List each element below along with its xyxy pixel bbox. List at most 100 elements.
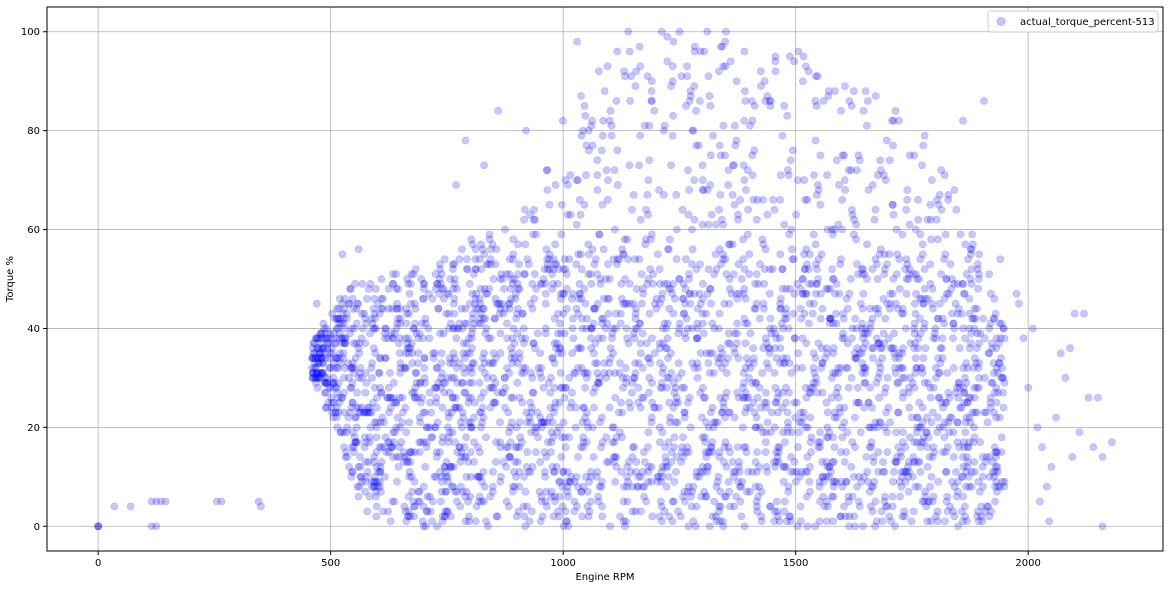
data-point — [511, 294, 520, 303]
data-point — [828, 230, 837, 239]
data-point — [636, 215, 645, 224]
data-point — [853, 383, 862, 392]
data-point — [593, 186, 602, 194]
data-point — [770, 423, 779, 432]
data-point — [469, 270, 478, 278]
data-point — [842, 294, 851, 303]
data-point — [958, 472, 966, 481]
data-point — [692, 467, 701, 476]
data-point — [781, 309, 790, 318]
data-point — [540, 448, 549, 456]
data-point — [711, 512, 720, 521]
data-point — [388, 443, 397, 451]
data-point — [505, 453, 514, 461]
data-point — [664, 354, 672, 362]
data-point — [575, 195, 584, 204]
data-point — [821, 354, 829, 362]
data-point — [682, 314, 691, 323]
data-point — [721, 492, 730, 501]
data-point — [752, 215, 761, 224]
data-point — [949, 319, 958, 328]
data-point — [685, 275, 693, 283]
data-point — [901, 477, 910, 486]
data-point — [419, 294, 428, 303]
data-point — [983, 418, 992, 427]
data-point — [688, 126, 697, 135]
data-point — [998, 477, 1007, 486]
data-point — [622, 299, 631, 308]
data-point — [396, 304, 405, 313]
data-point — [577, 487, 586, 496]
data-point — [590, 304, 599, 313]
data-point — [650, 299, 659, 308]
data-point — [529, 339, 538, 348]
data-point — [352, 319, 361, 328]
data-point — [630, 443, 638, 451]
data-point — [771, 383, 780, 392]
data-point — [443, 507, 452, 516]
data-point — [916, 467, 925, 476]
data-point — [840, 458, 849, 466]
data-point — [327, 344, 336, 353]
data-point — [308, 354, 317, 362]
data-point — [994, 388, 1002, 397]
data-point — [550, 467, 558, 476]
data-point — [936, 344, 945, 353]
data-point — [696, 260, 704, 269]
data-point — [941, 517, 949, 526]
data-point — [663, 319, 672, 328]
data-point — [844, 492, 853, 501]
data-point — [644, 210, 652, 219]
data-point — [700, 393, 708, 402]
data-point — [986, 393, 995, 402]
data-point — [364, 284, 373, 293]
data-point — [776, 171, 785, 179]
data-point — [1000, 378, 1009, 387]
data-point — [660, 319, 669, 328]
data-point — [522, 126, 530, 135]
data-point — [940, 171, 949, 179]
data-point — [461, 136, 470, 145]
data-point — [471, 294, 480, 303]
data-point — [590, 403, 598, 412]
data-point — [460, 369, 469, 377]
data-point — [700, 487, 709, 496]
data-point — [312, 354, 321, 362]
data-point — [757, 517, 766, 526]
data-point — [905, 403, 913, 412]
y-tick-label: 80 — [27, 126, 40, 137]
data-point — [437, 477, 446, 486]
data-point — [961, 512, 970, 521]
data-point — [321, 403, 330, 412]
data-point — [719, 403, 728, 412]
data-point — [778, 265, 787, 273]
data-point — [973, 344, 981, 353]
data-point — [865, 443, 874, 451]
data-point — [905, 220, 914, 229]
data-point — [911, 225, 920, 234]
data-point — [468, 344, 476, 353]
data-point — [384, 383, 393, 392]
data-point — [657, 294, 666, 303]
data-point — [500, 373, 509, 382]
data-point — [722, 369, 731, 377]
data-point — [581, 299, 590, 308]
data-point — [672, 393, 681, 402]
data-point — [898, 364, 907, 372]
data-point — [508, 349, 517, 358]
data-point — [609, 423, 618, 432]
data-point — [740, 314, 749, 323]
data-point — [617, 398, 625, 407]
data-point — [660, 507, 669, 516]
data-point — [968, 240, 977, 249]
data-point — [462, 472, 471, 481]
data-point — [791, 334, 799, 343]
data-point — [337, 428, 345, 437]
data-point — [438, 438, 446, 447]
data-point — [510, 339, 519, 348]
data-point — [698, 176, 707, 184]
data-point — [861, 378, 870, 387]
data-point — [574, 453, 582, 461]
data-point — [453, 448, 462, 456]
data-point — [412, 378, 421, 387]
